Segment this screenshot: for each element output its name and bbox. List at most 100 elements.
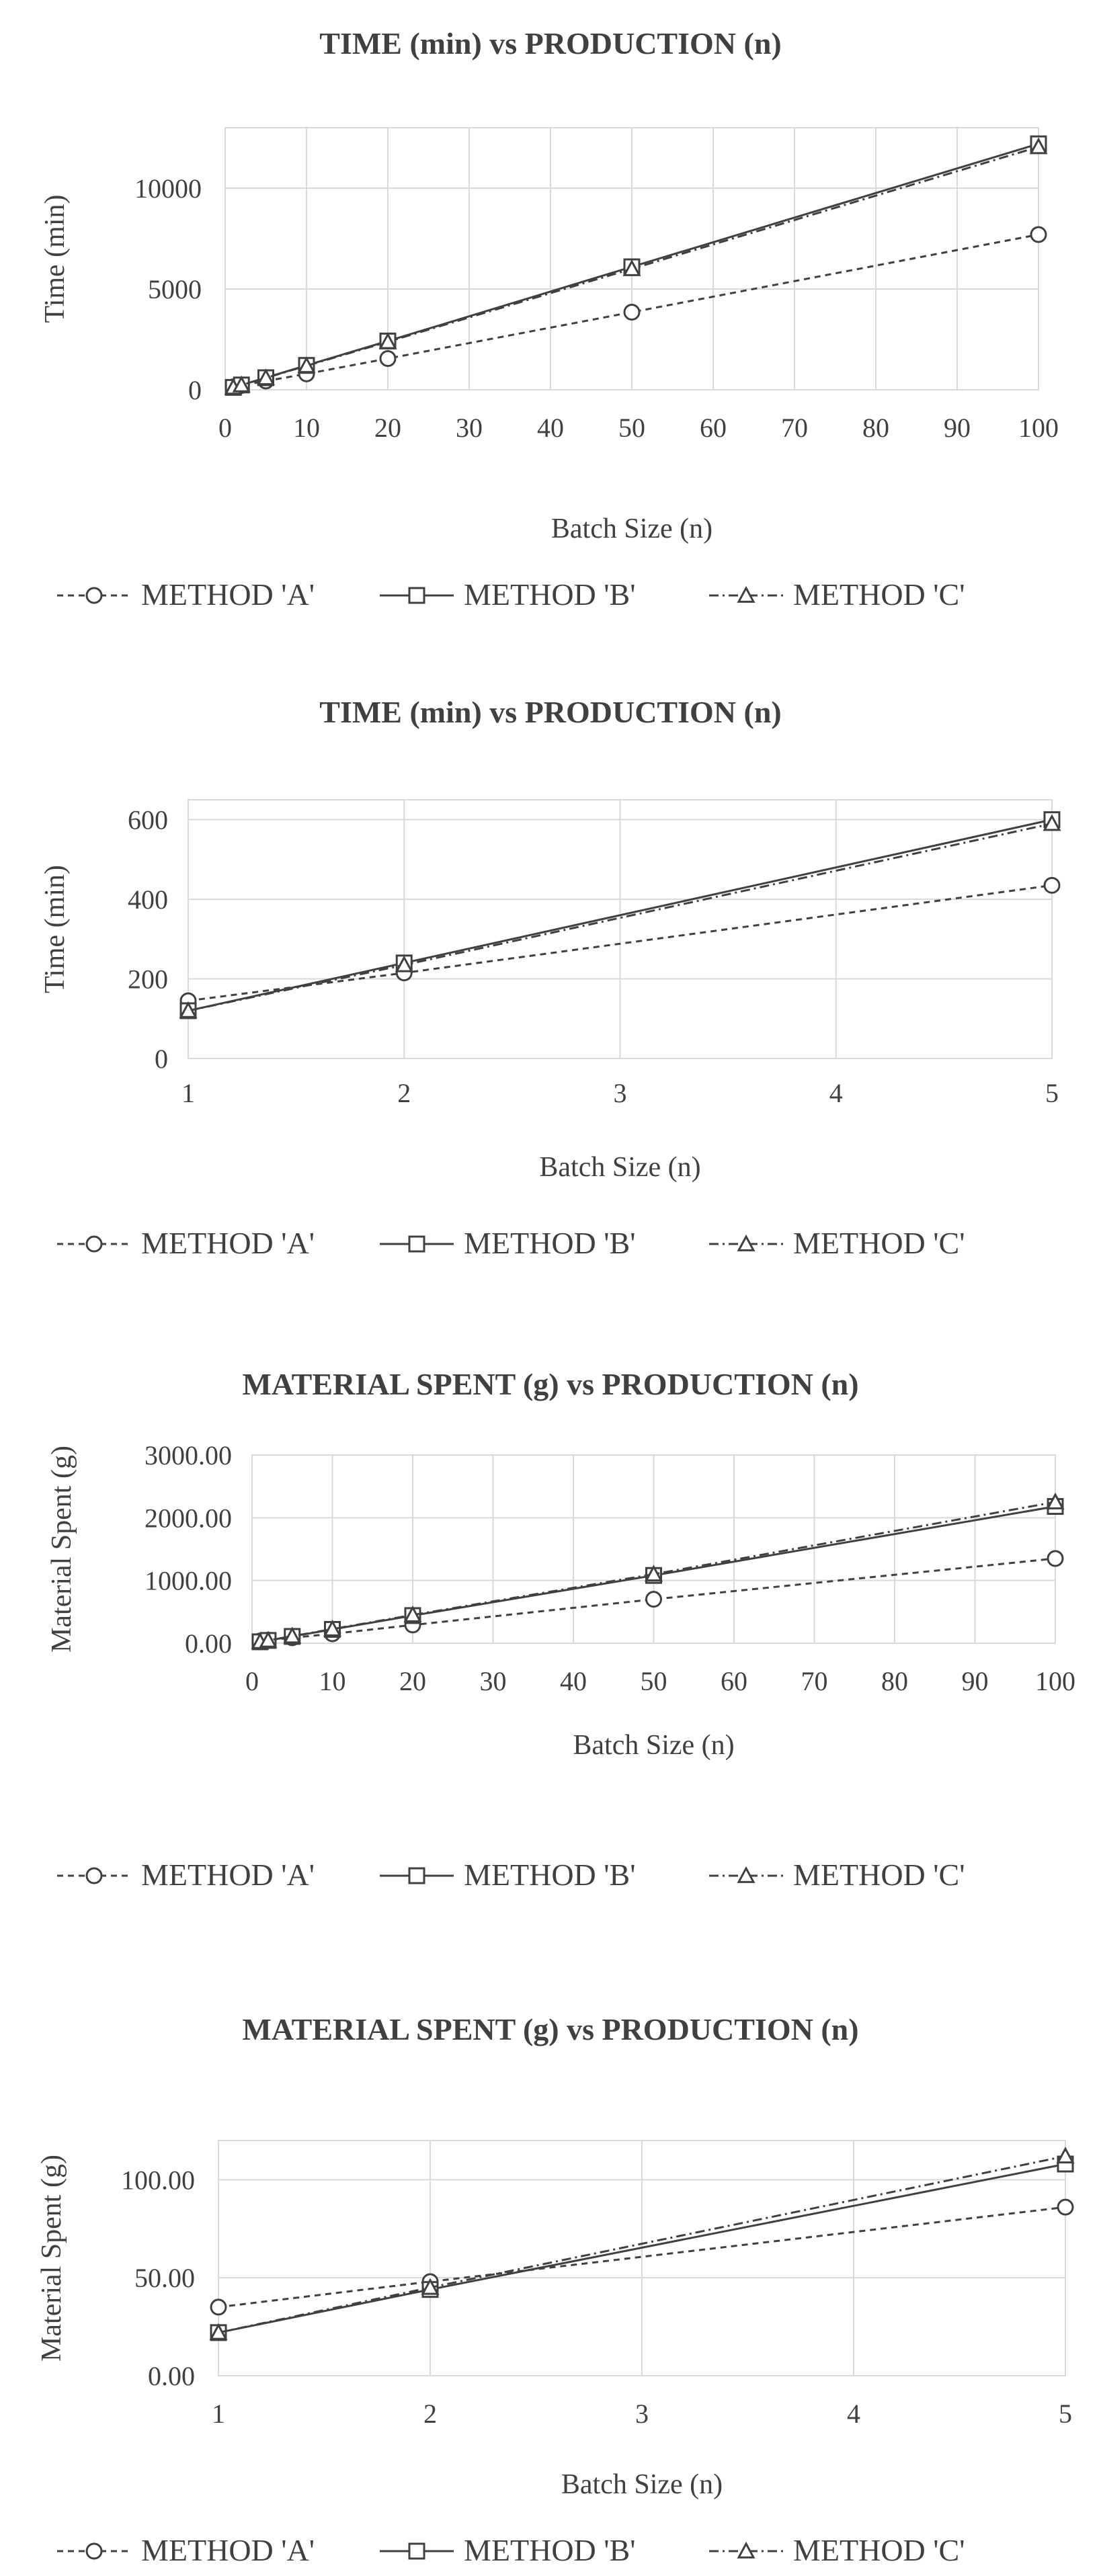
chart-4-series-a-line xyxy=(218,2206,1066,2309)
chart-2-xtick-label: 5 xyxy=(1045,1078,1059,1108)
chart-4-xtick-label: 4 xyxy=(847,2399,860,2429)
chart-3-legend-b-marker xyxy=(408,1867,425,1884)
chart-3-svg: MATERIAL SPENT (g) vs PRODUCTION (n) 0 10 2… xyxy=(46,1367,1075,1892)
chart-1-series-a-point xyxy=(379,350,397,367)
chart-1-legend-a-marker xyxy=(85,587,103,604)
chart-panel-2: TIME (min) vs PRODUCTION (n) 1 2 3 4 5 0 200 400… xyxy=(0,645,1101,1290)
chart-1-legend-b-marker xyxy=(408,587,425,604)
chart-4-legend-a-label: METHOD 'A' xyxy=(141,2533,315,2567)
chart-3-legend-c-marker xyxy=(737,1866,756,1883)
chart-3-title: MATERIAL SPENT (g) vs PRODUCTION (n) xyxy=(242,1367,858,1401)
chart-1-ytick-label: 0 xyxy=(188,375,202,405)
chart-3-ytick-label: 0.00 xyxy=(185,1628,232,1659)
chart-4-series-c-point xyxy=(421,2278,440,2295)
chart-4-x-axis-label: Batch Size (n) xyxy=(561,2469,723,2500)
chart-3-xtick-label: 80 xyxy=(881,1666,908,1696)
chart-3-series-c-point xyxy=(644,1565,663,1582)
chart-4-series-c-point xyxy=(209,2323,228,2340)
chart-4-title: MATERIAL SPENT (g) vs PRODUCTION (n) xyxy=(242,2012,858,2046)
chart-2-series-c-point xyxy=(395,955,413,972)
chart-4-legend-a-marker xyxy=(85,2542,103,2560)
chart-1-ytick-label: 5000 xyxy=(148,274,202,304)
chart-1-svg: TIME (min) vs PRODUCTION (n) 0 10 20 30 40 50 6… xyxy=(40,26,1059,612)
chart-3-series-c-point xyxy=(1046,1492,1065,1509)
chart-2-series-c-point xyxy=(1043,814,1061,831)
chart-3-xtick-label: 10 xyxy=(319,1666,346,1696)
chart-3-xtick-label: 90 xyxy=(962,1666,989,1696)
chart-4-legend-b-marker xyxy=(408,2542,425,2560)
chart-3-ytick-label: 2000.00 xyxy=(145,1503,232,1533)
chart-3-xtick-label: 50 xyxy=(641,1666,667,1696)
chart-4-legend-b-label: METHOD 'B' xyxy=(464,2533,636,2567)
chart-4-series-a-point xyxy=(210,2298,227,2316)
chart-3-xtick-label: 100 xyxy=(1035,1666,1075,1696)
chart-panel-3: MATERIAL SPENT (g) vs PRODUCTION (n) 0 10 2… xyxy=(0,1290,1101,1936)
chart-panel-1: TIME (min) vs PRODUCTION (n) 0 10 20 30 40 50 6… xyxy=(0,0,1101,645)
chart-3-xtick-label: 0 xyxy=(245,1666,259,1696)
chart-3-legend-a-label: METHOD 'A' xyxy=(141,1858,315,1892)
chart-1-xtick-label: 60 xyxy=(700,413,727,443)
chart-4-y-axis-label: Material Spent (g) xyxy=(36,2155,67,2362)
chart-3-series-c-point xyxy=(283,1626,302,1644)
chart-4-svg: MATERIAL SPENT (g) vs PRODUCTION (n) 1 2 3 4… xyxy=(36,2012,1075,2567)
chart-3-series-c-point xyxy=(403,1605,422,1622)
chart-1-xtick-label: 50 xyxy=(618,413,645,443)
chart-2-ytick-label: 200 xyxy=(128,964,168,995)
chart-4-ytick-label: 100.00 xyxy=(121,2165,195,2195)
chart-1-y-axis-label: Time (min) xyxy=(40,195,71,323)
chart-2-xtick-label: 4 xyxy=(829,1078,843,1108)
chart-1-xtick-label: 80 xyxy=(862,413,889,443)
chart-1-legend-a-label: METHOD 'A' xyxy=(141,577,315,612)
chart-2-x-axis-label: Batch Size (n) xyxy=(539,1152,700,1183)
chart-1-series-a-point xyxy=(1030,226,1047,243)
chart-3-ytick-label: 3000.00 xyxy=(145,1440,232,1470)
chart-2-legend-c-marker xyxy=(737,1234,756,1251)
chart-2-ytick-label: 0 xyxy=(155,1044,168,1074)
chart-4-ytick-label: 50.00 xyxy=(134,2263,195,2293)
chart-4-xtick-label: 5 xyxy=(1059,2399,1072,2429)
chart-1-xtick-label: 70 xyxy=(781,413,808,443)
chart-2-ytick-label: 600 xyxy=(128,805,168,835)
chart-3-series-c-point xyxy=(323,1619,342,1636)
chart-2-ytick-label: 400 xyxy=(128,884,168,915)
chart-2-series-c-point xyxy=(179,1001,198,1018)
chart-4-xtick-label: 2 xyxy=(423,2399,437,2429)
chart-1-ytick-label: 10000 xyxy=(134,173,202,204)
chart-3-x-axis-label: Batch Size (n) xyxy=(573,1730,734,1761)
chart-1-xtick-label: 100 xyxy=(1018,413,1059,443)
chart-1-series-a-point xyxy=(623,304,641,321)
chart-4-series-a-point xyxy=(1057,2198,1074,2216)
chart-2-legend-b-label: METHOD 'B' xyxy=(464,1226,636,1260)
chart-2-legend-b-marker xyxy=(408,1235,425,1253)
chart-1-xtick-label: 10 xyxy=(293,413,320,443)
chart-4-xtick-label: 3 xyxy=(635,2399,649,2429)
chart-1-x-axis-label: Batch Size (n) xyxy=(551,513,712,544)
chart-3-xtick-label: 30 xyxy=(480,1666,507,1696)
chart-1-xtick-label: 40 xyxy=(537,413,564,443)
chart-1-legend-c-label: METHOD 'C' xyxy=(793,577,965,612)
chart-3-ytick-label: 1000.00 xyxy=(145,1566,232,1596)
chart-2-legend-a-marker xyxy=(85,1235,103,1253)
chart-3-xtick-label: 60 xyxy=(721,1666,747,1696)
chart-3-xtick-label: 40 xyxy=(560,1666,587,1696)
chart-1-legend-b-label: METHOD 'B' xyxy=(464,577,636,612)
chart-3-series-a-point xyxy=(645,1591,662,1608)
chart-1-xtick-label: 0 xyxy=(218,413,232,443)
chart-4-ytick-label: 0.00 xyxy=(148,2361,195,2391)
chart-4-series-c-point xyxy=(1056,2147,1075,2164)
chart-4-legend-c-marker xyxy=(737,2541,756,2559)
chart-1-series-c-point xyxy=(297,356,316,374)
chart-2-series-a-point xyxy=(1043,876,1061,894)
chart-4-legend-c-label: METHOD 'C' xyxy=(793,2533,965,2567)
chart-2-y-axis-label: Time (min) xyxy=(40,865,71,993)
chart-1-legend-c-marker xyxy=(737,585,756,603)
chart-1-series-c-point xyxy=(1029,137,1048,155)
chart-2-legend-a-label: METHOD 'A' xyxy=(141,1226,315,1260)
chart-1-series-c-point xyxy=(232,375,251,392)
chart-3-legend-c-label: METHOD 'C' xyxy=(793,1858,965,1892)
chart-1-xtick-label: 20 xyxy=(374,413,401,443)
chart-1-xtick-label: 30 xyxy=(456,413,483,443)
chart-4-xtick-label: 1 xyxy=(212,2399,225,2429)
chart-3-y-axis-label: Material Spent (g) xyxy=(46,1446,77,1653)
chart-3-legend-b-label: METHOD 'B' xyxy=(464,1858,636,1892)
